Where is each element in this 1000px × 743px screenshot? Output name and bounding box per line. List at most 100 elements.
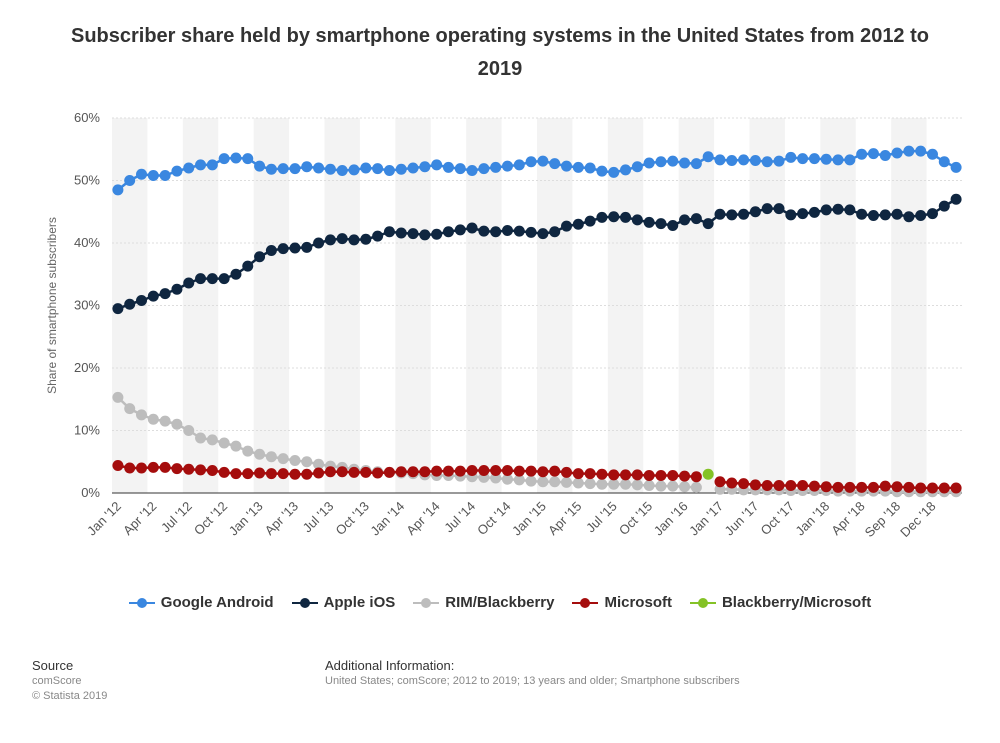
data-point-microsoft	[561, 466, 573, 478]
data-point-google-android	[218, 153, 230, 165]
data-point-apple-ios	[159, 288, 171, 300]
source-name[interactable]: comScore	[32, 675, 82, 687]
data-point-apple-ios	[891, 208, 903, 220]
x-tick-label: Jan '16	[651, 499, 691, 539]
x-tick-label: Sep '18	[862, 499, 903, 540]
data-point-google-android	[336, 165, 348, 176]
data-point-apple-ios	[690, 213, 702, 225]
data-point-google-android	[112, 184, 124, 196]
data-point-apple-ios	[372, 230, 384, 242]
data-point-rim-blackberry	[124, 403, 136, 415]
data-point-apple-ios	[832, 203, 844, 215]
data-point-microsoft	[726, 477, 738, 489]
data-point-apple-ios	[549, 226, 561, 238]
x-tick-label: Jun '17	[722, 499, 762, 539]
data-point-google-android	[277, 163, 289, 175]
x-tick-label: Apr '15	[545, 499, 584, 538]
data-point-google-android	[903, 145, 915, 157]
y-tick-label: 60%	[74, 110, 100, 125]
data-point-google-android	[950, 161, 962, 173]
data-point-google-android	[419, 161, 431, 173]
data-point-apple-ios	[950, 193, 962, 205]
data-point-microsoft	[230, 468, 242, 480]
data-point-microsoft	[596, 468, 608, 480]
data-point-microsoft	[336, 466, 348, 478]
data-point-apple-ios	[360, 233, 372, 245]
data-point-apple-ios	[667, 220, 679, 231]
data-point-microsoft	[419, 466, 431, 478]
data-point-microsoft	[348, 466, 360, 478]
data-point-microsoft	[206, 465, 218, 476]
source-block: Source comScore © Statista 2019	[32, 657, 107, 704]
data-point-microsoft	[501, 465, 513, 476]
y-tick-label: 10%	[74, 423, 100, 438]
data-point-apple-ios	[242, 260, 254, 272]
data-point-apple-ios	[738, 208, 750, 220]
data-point-microsoft	[254, 467, 266, 479]
legend-item-apple-ios[interactable]: Apple iOS	[291, 594, 396, 611]
data-point-google-android	[820, 153, 832, 165]
data-point-rim-blackberry	[136, 409, 148, 421]
legend-symbol-blackberry-microsoft	[689, 597, 716, 609]
legend-item-rim-blackberry[interactable]: RIM/Blackberry	[413, 594, 554, 611]
data-point-apple-ios	[679, 214, 691, 226]
data-point-microsoft	[383, 466, 395, 478]
data-point-google-android	[147, 170, 159, 181]
legend-item-microsoft[interactable]: Microsoft	[572, 594, 672, 611]
data-point-apple-ios	[324, 234, 336, 246]
data-point-microsoft	[879, 480, 891, 492]
data-point-apple-ios	[442, 226, 454, 238]
legend-item-google-android[interactable]: Google Android	[128, 594, 274, 611]
data-point-rim-blackberry	[265, 451, 277, 463]
data-point-microsoft	[655, 470, 667, 481]
x-tick-label: Oct '14	[474, 499, 513, 538]
data-point-microsoft	[667, 470, 679, 481]
data-point-google-android	[856, 148, 868, 160]
data-point-apple-ios	[124, 298, 136, 310]
additional-info-block: Additional Information: United States; c…	[325, 657, 740, 689]
data-point-google-android	[915, 145, 927, 157]
data-point-microsoft	[513, 465, 525, 477]
data-point-apple-ios	[915, 210, 927, 221]
data-point-apple-ios	[584, 215, 596, 227]
data-point-microsoft	[324, 466, 336, 478]
plot-band	[253, 118, 290, 493]
legend-symbol-microsoft	[572, 597, 599, 609]
data-point-google-android	[159, 170, 171, 181]
data-point-microsoft	[490, 465, 502, 476]
data-point-apple-ios	[726, 209, 738, 221]
legend-item-blackberry-microsoft[interactable]: Blackberry/Microsoft	[689, 594, 871, 611]
data-point-google-android	[761, 156, 773, 168]
y-axis-title: Share of smartphone subscribers	[45, 217, 59, 394]
data-point-apple-ios	[867, 210, 879, 221]
data-point-microsoft	[218, 466, 230, 478]
data-point-rim-blackberry	[561, 476, 573, 488]
data-point-apple-ios	[466, 222, 478, 234]
data-point-microsoft	[785, 480, 797, 491]
data-point-microsoft	[950, 482, 962, 494]
data-point-microsoft	[572, 468, 584, 480]
data-point-microsoft	[679, 470, 691, 482]
data-point-rim-blackberry	[525, 475, 537, 487]
data-point-rim-blackberry	[513, 474, 525, 486]
data-point-apple-ios	[513, 225, 525, 237]
y-tick-label: 40%	[74, 235, 100, 250]
data-point-google-android	[324, 163, 336, 175]
data-point-google-android	[690, 158, 702, 170]
data-point-microsoft	[549, 465, 561, 477]
legend-label-apple-ios: Apple iOS	[323, 594, 396, 611]
data-point-microsoft	[136, 462, 148, 474]
legend-label-google-android: Google Android	[160, 594, 274, 611]
data-point-microsoft	[938, 482, 950, 494]
x-tick-label: Apr '12	[120, 499, 159, 538]
data-point-microsoft	[112, 460, 124, 471]
data-point-google-android	[124, 175, 136, 186]
data-point-rim-blackberry	[112, 391, 124, 403]
data-point-apple-ios	[596, 211, 608, 223]
data-point-apple-ios	[537, 228, 549, 240]
data-point-apple-ios	[395, 227, 407, 239]
data-point-blackberry-microsoft	[702, 468, 714, 480]
x-tick-label: Jan '17	[686, 499, 726, 539]
data-point-apple-ios	[183, 277, 195, 289]
data-point-microsoft	[277, 468, 289, 480]
